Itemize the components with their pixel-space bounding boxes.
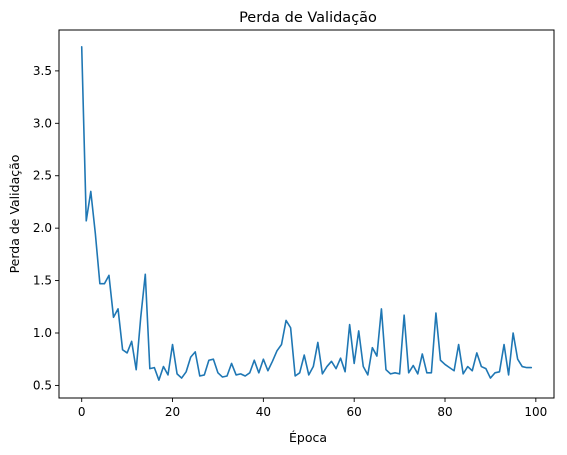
y-tick-label: 3.0 — [33, 116, 52, 130]
y-tick-label: 0.5 — [33, 378, 52, 392]
x-tick-label: 40 — [256, 405, 271, 419]
y-axis: 0.5 1.0 1.5 2.0 2.5 3.0 3.5 — [33, 64, 59, 392]
series-layer — [80, 45, 533, 381]
plot-frame — [58, 29, 555, 399]
x-tick-label: 80 — [437, 405, 452, 419]
x-tick-label: 60 — [347, 405, 362, 419]
y-axis-label: Perda de Validação — [7, 155, 22, 274]
x-tick-label: 20 — [165, 405, 180, 419]
series-line — [80, 45, 533, 381]
y-tick-label: 1.5 — [33, 274, 52, 288]
x-tick-label: 100 — [524, 405, 547, 419]
y-tick-label: 3.5 — [33, 64, 52, 78]
x-axis-label: Época — [289, 430, 327, 445]
chart-title: Perda de Validação — [239, 10, 377, 26]
y-tick-label: 2.5 — [33, 169, 52, 183]
y-tick-label: 1.0 — [33, 326, 52, 340]
y-tick-label: 2.0 — [33, 221, 52, 235]
x-tick-label: 0 — [78, 405, 86, 419]
x-axis: 0 20 40 60 80 100 — [78, 398, 547, 419]
